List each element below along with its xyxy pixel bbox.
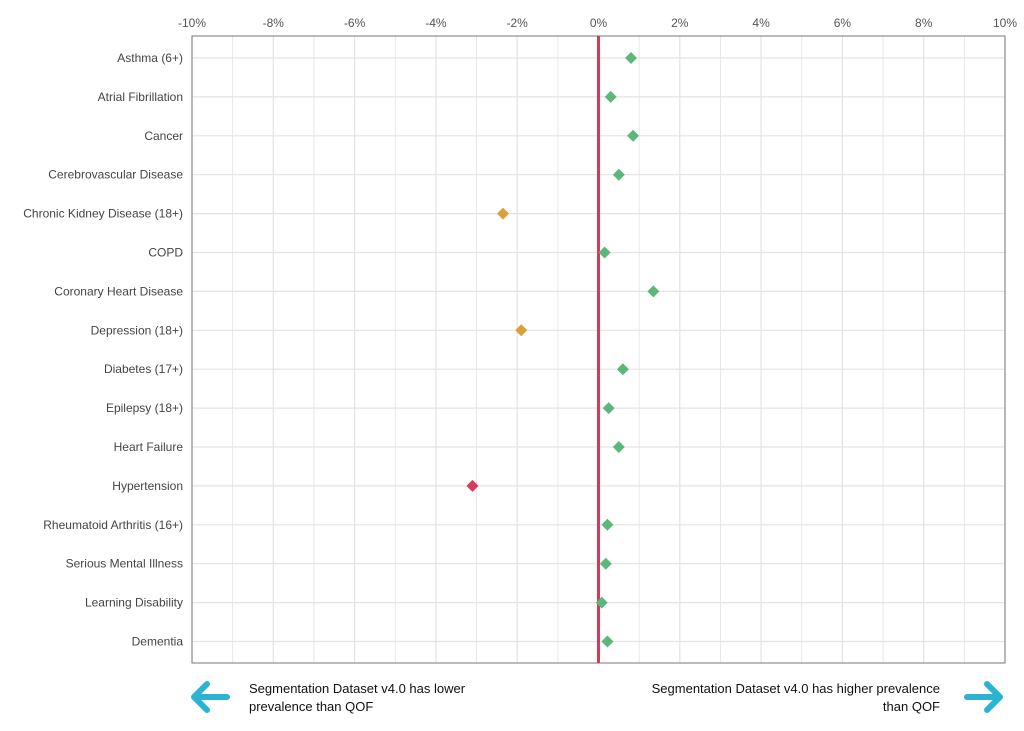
data-point (602, 402, 615, 415)
x-tick-label: 10% (993, 16, 1017, 30)
data-point (598, 246, 611, 259)
data-points (466, 52, 660, 648)
x-axis-ticks: -10% -8% -6% -4% -2% 0% 2% 4% 6% 8% 10% (178, 16, 1017, 30)
data-point (496, 207, 509, 220)
data-point (595, 596, 608, 609)
x-tick-label: -2% (507, 16, 529, 30)
category-label: Chronic Kidney Disease (18+) (23, 207, 183, 221)
x-tick-label: 0% (590, 16, 608, 30)
category-label: Learning Disability (85, 596, 183, 610)
x-tick-label: -6% (344, 16, 366, 30)
category-label: Epilepsy (18+) (106, 401, 183, 415)
data-point (627, 129, 640, 142)
higher-prevalence-note: Segmentation Dataset v4.0 has higher pre… (651, 681, 940, 714)
x-tick-label: -10% (178, 16, 206, 30)
category-label: Rheumatoid Arthritis (16+) (43, 518, 183, 532)
data-point (604, 90, 617, 103)
category-label: Cerebrovascular Disease (48, 168, 183, 182)
data-point (601, 518, 614, 531)
category-label: Coronary Heart Disease (54, 284, 183, 298)
data-point (515, 324, 528, 337)
y-axis-categories: Asthma (6+) Atrial Fibrillation Cancer Cere… (23, 51, 183, 649)
category-label: Cancer (144, 129, 183, 143)
dot-plot-chart: -10% -8% -6% -4% -2% 0% 2% 4% 6% 8% 10% Asthma (6+… (23, 16, 1017, 664)
data-point (616, 363, 629, 376)
category-label: Depression (18+) (91, 323, 183, 337)
x-tick-label: -4% (425, 16, 447, 30)
category-label: Atrial Fibrillation (98, 90, 183, 104)
x-tick-label: 6% (834, 16, 852, 30)
x-tick-label: 4% (752, 16, 770, 30)
data-point (625, 52, 638, 64)
x-tick-label: -8% (263, 16, 285, 30)
data-point (601, 635, 614, 648)
lower-prevalence-note: Segmentation Dataset v4.0 has lower prev… (249, 681, 466, 714)
arrow-left-icon (191, 681, 230, 713)
data-point (612, 168, 625, 181)
category-label: COPD (148, 246, 183, 260)
category-label: Hypertension (112, 479, 183, 493)
category-label: Dementia (132, 635, 184, 649)
category-label: Serious Mental Illness (66, 557, 183, 571)
x-tick-label: 2% (671, 16, 689, 30)
data-point (612, 441, 625, 453)
data-point (466, 479, 479, 492)
category-label: Heart Failure (114, 440, 184, 454)
x-tick-label: 8% (915, 16, 933, 30)
category-label: Asthma (6+) (117, 51, 183, 65)
data-point (599, 557, 612, 570)
arrow-right-icon (964, 681, 1003, 713)
category-label: Diabetes (17+) (104, 362, 183, 376)
data-point (647, 285, 660, 298)
